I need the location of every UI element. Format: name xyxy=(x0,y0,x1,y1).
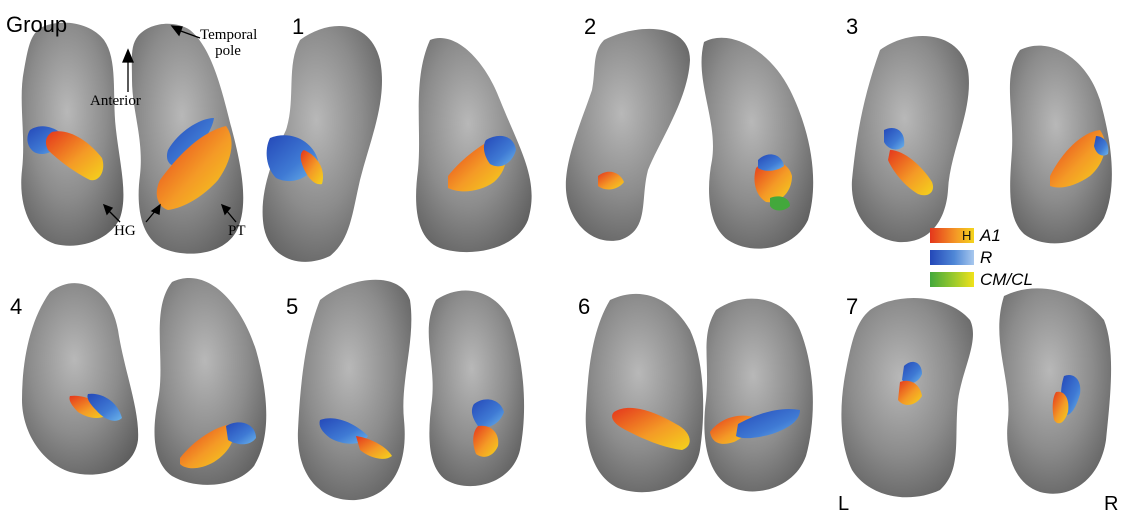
panel-2-right-cmcl-cluster xyxy=(770,196,790,211)
panel-3-left-a1-cluster xyxy=(888,150,934,196)
panel-1-left-a1-cluster xyxy=(300,150,324,185)
panel-7-left-r-cluster xyxy=(902,361,922,384)
panel-5-right-r-cluster xyxy=(471,399,504,428)
annotation-pt: PT xyxy=(228,223,246,239)
group-right-r-cluster xyxy=(166,118,214,167)
group-left-a1-cluster xyxy=(45,131,104,181)
legend-a1-swatch xyxy=(930,228,974,243)
hemisphere-left-label: L xyxy=(838,493,850,515)
panel-3-right-r-cluster xyxy=(1094,136,1109,156)
group-annotation-arrows xyxy=(102,25,237,223)
panel-4 xyxy=(22,278,267,485)
panel-label-group: Group xyxy=(6,12,68,37)
panel-1-right-hemisphere xyxy=(416,38,532,253)
panel-2-left-a1-cluster xyxy=(598,171,624,190)
panel-5 xyxy=(297,279,525,501)
legend-a1-marker: H xyxy=(962,228,972,243)
panel-3-left-hemisphere xyxy=(851,36,969,243)
panel-3-right-a1-cluster xyxy=(1050,130,1105,188)
legend-cmcl-label: CM/CL xyxy=(980,270,1033,289)
legend-r-label: R xyxy=(980,248,993,267)
hemisphere-right-label: R xyxy=(1104,493,1119,515)
panel-4-right-a1-cluster xyxy=(180,424,234,469)
panel-6-left-a1-cluster xyxy=(612,407,690,450)
legend-cmcl-swatch xyxy=(930,272,974,287)
panel-6-left-hemisphere xyxy=(585,293,704,493)
panel-5-left-r-cluster xyxy=(319,418,368,444)
panel-label-5: 5 xyxy=(286,294,299,319)
group-panel xyxy=(21,22,244,254)
panel-label-7: 7 xyxy=(846,294,859,319)
panel-2-left-hemisphere xyxy=(565,28,690,241)
panel-6 xyxy=(585,293,813,493)
panel-3-right-hemisphere xyxy=(1009,45,1112,244)
panel-5-left-hemisphere xyxy=(297,279,412,501)
panel-2-right-hemisphere xyxy=(701,37,814,249)
legend-a1-label: A1 xyxy=(980,226,1001,245)
panel-4-left-r-cluster xyxy=(87,393,122,421)
panel-7-right-a1-cluster xyxy=(1052,391,1069,424)
panel-label-4: 4 xyxy=(10,294,23,319)
group-left-hemisphere xyxy=(21,22,124,246)
panel-7 xyxy=(841,288,1112,498)
panel-6-right-r-cluster xyxy=(736,408,800,439)
panel-6-right-hemisphere xyxy=(704,298,813,492)
group-right-a1-cluster xyxy=(156,126,232,210)
panel-3-left-r-cluster xyxy=(884,127,905,150)
panel-1-left-hemisphere xyxy=(262,26,382,262)
panel-3 xyxy=(851,36,1112,244)
panel-5-right-hemisphere xyxy=(428,290,525,487)
panel-2-right-r-cluster xyxy=(758,154,784,171)
panel-4-right-r-cluster xyxy=(226,422,256,445)
panel-label-3: 3 xyxy=(846,14,859,39)
panel-1-right-r-cluster xyxy=(483,135,516,167)
panel-7-left-a1-cluster xyxy=(898,380,922,405)
panel-1 xyxy=(262,26,532,262)
annotation-hg: HG xyxy=(114,223,136,239)
panel-4-left-hemisphere xyxy=(22,283,139,475)
annotation-temporal-pole: Temporal pole xyxy=(200,27,258,59)
annotation-anterior: Anterior xyxy=(90,93,141,109)
panel-label-6: 6 xyxy=(578,294,591,319)
panel-5-right-a1-cluster xyxy=(473,425,499,457)
panel-label-1: 1 xyxy=(292,14,305,39)
panel-5-left-a1-cluster xyxy=(356,436,392,459)
legend-r-swatch xyxy=(930,250,974,265)
panel-label-2: 2 xyxy=(584,14,597,39)
panel-2-right-a1-cluster xyxy=(754,161,792,203)
panel-7-right-hemisphere xyxy=(999,288,1112,494)
panel-2 xyxy=(565,28,814,249)
